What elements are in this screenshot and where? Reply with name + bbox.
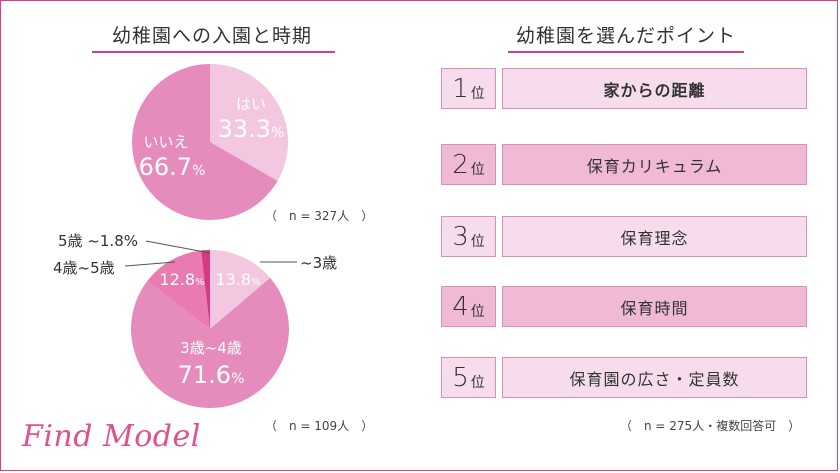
pie1-value-yes-num: 33.3 [218,115,271,143]
rank-item-label: 保育カリキュラム [502,144,807,185]
pie2-value-3to4-pct: % [231,371,244,387]
pie1-label-no: いいえ [143,133,188,151]
ranking-row: 1 位家からの距離 [441,68,807,109]
callout-label-4to5: 4歳~5歳 [53,259,115,277]
rank-suffix: 位 [470,85,485,102]
pie2-slice-3to4 [131,277,290,408]
pie1-value-no-num: 66.7 [139,153,192,181]
rank-number: 2 [452,149,469,180]
rank-suffix: 位 [470,233,485,250]
rank-item-label: 保育園の広さ・定員数 [502,357,807,398]
pie2-slice-4to5 [147,250,210,329]
rank-number: 5 [452,362,469,393]
ranking-row: 5 位保育園の広さ・定員数 [441,357,807,398]
pie2-slice-under3 [210,250,271,329]
pie1-value-yes-pct: % [271,125,284,141]
pie1-slice-yes [210,64,288,181]
pie2-value-3to4: 71.6% [178,361,245,389]
pie1-value-no: 66.7% [139,153,206,181]
pie1-slice-no [131,64,278,220]
right-section-title: 幼稚園を選んだポイント [515,25,736,47]
left-section-title: 幼稚園への入園と時期 [111,25,312,47]
pie1-labels: はい 33.3% いいえ 66.7% [139,95,285,181]
pie2-labels: 13.8% 12.8% 3歳~4歳 71.6% 5歳 ~1.8% 4歳~5歳 ~… [53,232,337,389]
callout-line-5yr [145,240,211,254]
pie2-value-4to5-pct: % [195,277,205,288]
callout-label-5yr: 5歳 ~1.8% [58,232,138,250]
left-title-underline [92,51,335,53]
rank-suffix: 位 [470,161,485,178]
rank-suffix: 位 [470,303,485,320]
pie2-label-3to4: 3歳~4歳 [180,339,242,357]
pie2-value-under3: 13.8% [215,270,260,289]
pie2-value-under3-num: 13.8 [215,270,251,289]
rank-item-label: 保育理念 [502,216,807,257]
rank-item-label: 保育時間 [502,286,807,327]
sample-size-note-top: （ n = 327人 ） [265,209,374,223]
pie2-slice-5yr [201,250,210,329]
pie2-value-3to4-num: 71.6 [178,361,231,389]
pie1-label-yes: はい [236,95,266,113]
pie1-value-no-pct: % [192,163,205,179]
sample-size-note-right: （ n = 275人・複数回答可 ） [620,419,801,433]
pie2-value-4to5-num: 12.8 [159,270,195,289]
ranking-row: 4 位保育時間 [441,286,807,327]
callout-label-under3: ~3歳 [300,254,337,272]
ranking-row: 3 位保育理念 [441,216,807,257]
rank-number: 4 [452,291,469,322]
pie2-value-4to5: 12.8% [159,270,204,289]
ranking-row: 2 位保育カリキュラム [441,144,807,185]
rank-suffix: 位 [470,374,485,391]
rank-number: 3 [452,221,469,252]
rank-number: 1 [452,73,469,104]
right-title-underline [508,51,744,53]
pie2-value-under3-pct: % [251,277,261,288]
callout-line-4to5 [124,261,176,267]
sample-size-note-bottom: （ n = 109人 ） [265,419,374,433]
find-model-logo: Find Model [22,419,201,454]
pie1-value-yes: 33.3% [218,115,285,143]
rank-item-label: 家からの距離 [502,68,807,109]
